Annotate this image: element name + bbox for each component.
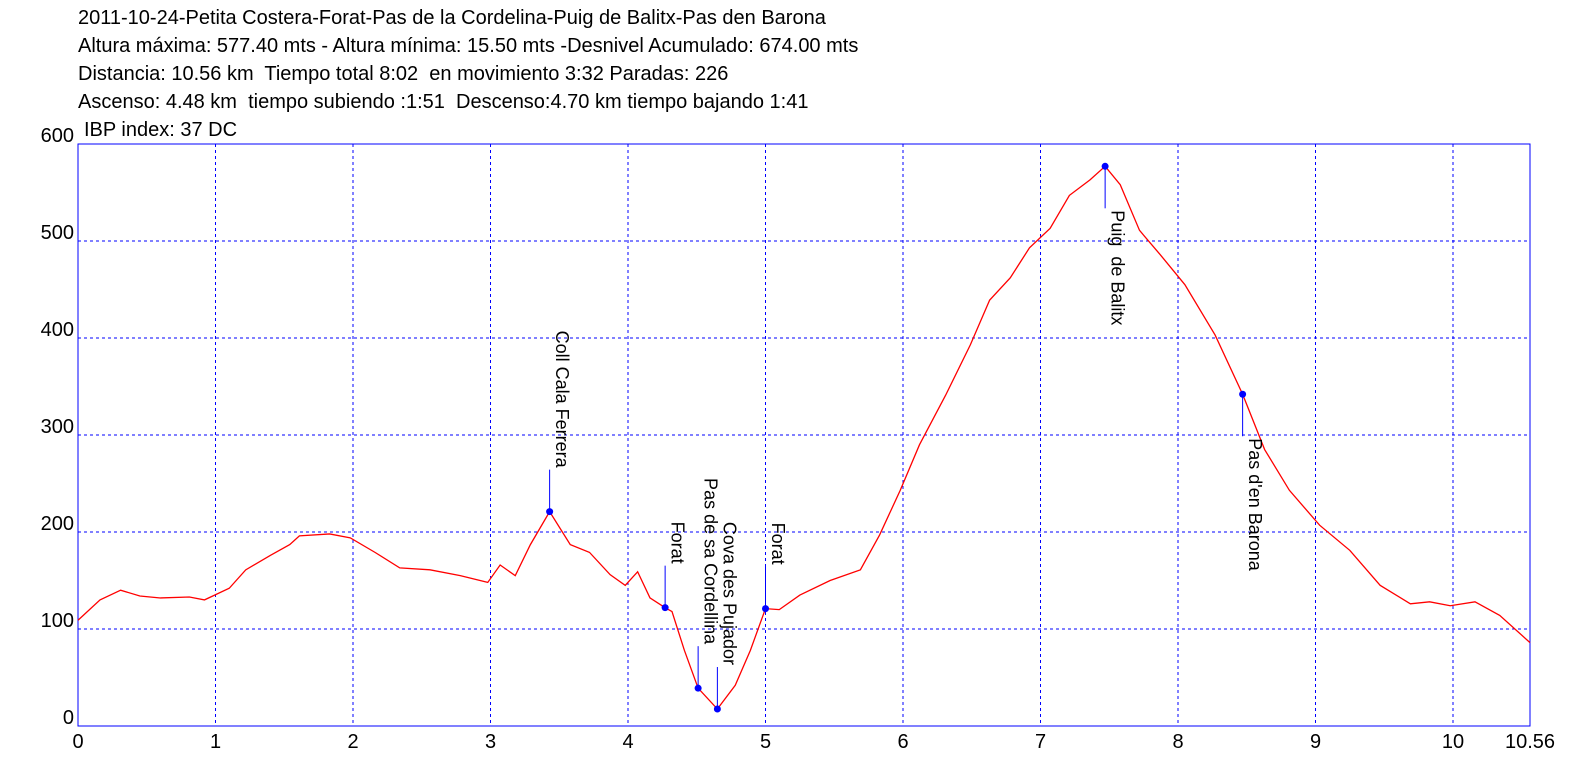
title-line: 2011-10-24-Petita Costera-Forat-Pas de l…: [78, 7, 827, 29]
x-tick-label: 3: [485, 731, 496, 753]
x-tick-label: 10.56: [1505, 731, 1555, 753]
x-tick-label: 8: [1172, 731, 1183, 753]
annotation-label: Pas de sa Cordellina: [700, 478, 720, 645]
y-tick-label: 300: [41, 416, 74, 438]
plot-frame: [77, 143, 1531, 727]
y-tick-label: 400: [41, 319, 74, 341]
annotation-marker: [661, 604, 669, 612]
x-tick-label: 9: [1310, 731, 1321, 753]
annotation-label: Coll Cala Ferrera: [552, 331, 572, 469]
annotation-marker: [713, 705, 721, 713]
annotation-label: Puig de Balitx: [1107, 210, 1127, 325]
annotation-marker: [694, 684, 702, 692]
y-tick-label: 600: [41, 125, 74, 147]
annotation-marker: [762, 605, 769, 613]
title-line: Altura máxima: 577.40 mts - Altura mínim…: [78, 35, 858, 57]
y-tick-label: 0: [63, 707, 74, 729]
annotation-label: Cova des Pujador: [720, 522, 740, 665]
x-tick-label: 4: [622, 731, 633, 753]
annotation-label: Forat: [768, 523, 788, 565]
y-tick-label: 500: [41, 222, 74, 244]
y-tick-label: 100: [41, 610, 74, 632]
annotation-label: Forat: [667, 522, 687, 564]
elevation-line: [77, 165, 1531, 711]
title-line: Distancia: 10.56 km Tiempo total 8:02 en…: [78, 63, 728, 85]
annotation-marker: [1239, 390, 1247, 398]
x-tick-label: 2: [347, 731, 358, 753]
annotation-label: Pas d'en Barona: [1245, 438, 1265, 572]
x-tick-label: 5: [760, 731, 771, 753]
x-tick-label: 1: [210, 731, 221, 753]
annotation-marker: [546, 508, 554, 516]
annotation-marker: [1101, 162, 1109, 170]
y-tick-label: 200: [41, 513, 74, 535]
title-line: IBP index: 37 DC: [84, 119, 237, 141]
x-tick-label: 10: [1442, 731, 1464, 753]
x-tick-label: 7: [1035, 731, 1046, 753]
title-line: Ascenso: 4.48 km tiempo subiendo :1:51 D…: [78, 91, 808, 113]
x-tick-label: 6: [897, 731, 908, 753]
x-tick-label: 0: [72, 731, 83, 753]
